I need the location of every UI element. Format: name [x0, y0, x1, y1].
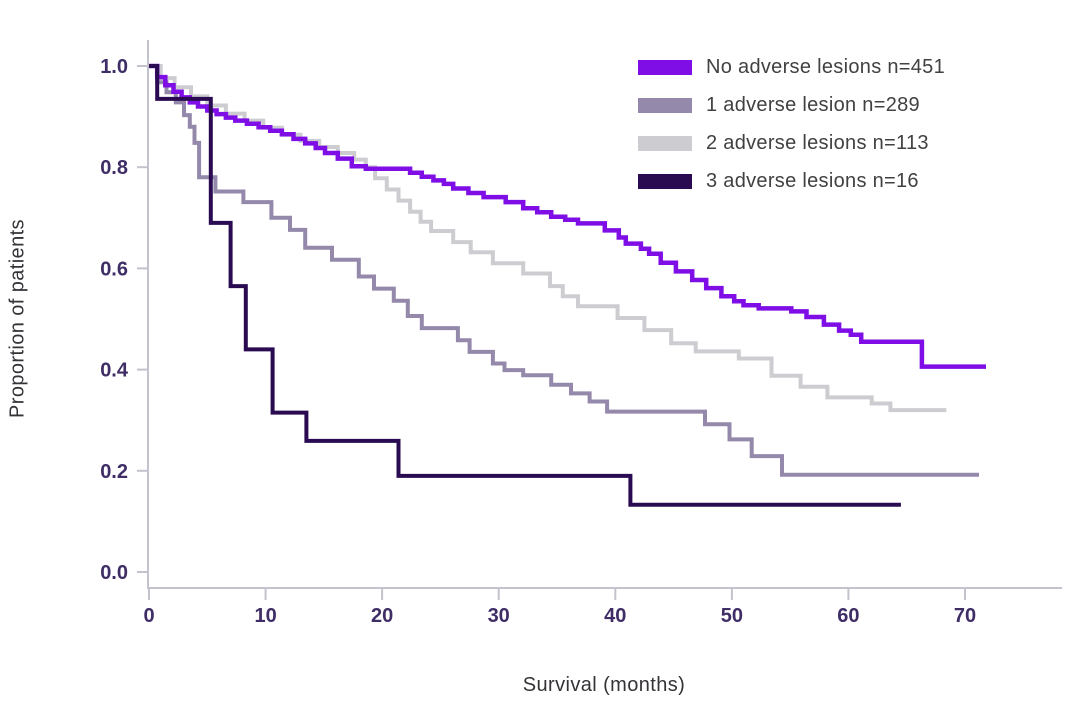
y-tick-label: 1.0 — [100, 56, 128, 78]
legend-label-two-adverse-lesions: 2 adverse lesions n=113 — [706, 132, 929, 154]
legend: No adverse lesions n=451 1 adverse lesio… — [638, 56, 945, 212]
legend-row-one-adverse-lesion: 1 adverse lesion n=289 — [638, 94, 945, 116]
x-tick-label: 60 — [837, 605, 859, 627]
legend-swatch-three-adverse-lesions — [638, 174, 692, 189]
series-line-one-adverse-lesion — [149, 64, 979, 477]
legend-swatch-one-adverse-lesion — [638, 98, 692, 113]
y-tick-label: 0.0 — [100, 562, 128, 584]
x-tick-label: 20 — [371, 605, 393, 627]
x-tick-label: 40 — [604, 605, 626, 627]
y-tick-label: 0.4 — [100, 360, 129, 382]
series-line-no-adverse-lesions — [149, 63, 986, 369]
legend-label-no-adverse-lesions: No adverse lesions n=451 — [706, 56, 946, 78]
y-tick-label: 0.2 — [100, 461, 128, 483]
x-tick-label: 0 — [143, 605, 154, 627]
x-axis-title: Survival (months) — [522, 674, 686, 696]
series-line-three-adverse-lesions — [149, 64, 901, 507]
y-axis-title: Proportion of patients — [6, 219, 29, 418]
legend-row-three-adverse-lesions: 3 adverse lesions n=16 — [638, 170, 945, 192]
x-tick-label: 50 — [721, 605, 743, 627]
x-tick-label: 30 — [488, 605, 510, 627]
x-tick-label: 70 — [954, 605, 976, 627]
legend-label-one-adverse-lesion: 1 adverse lesion n=289 — [706, 94, 920, 116]
legend-swatch-no-adverse-lesions — [638, 60, 692, 75]
y-tick-label: 0.6 — [100, 258, 128, 280]
legend-label-three-adverse-lesions: 3 adverse lesions n=16 — [706, 170, 919, 192]
legend-row-no-adverse-lesions: No adverse lesions n=451 — [638, 56, 945, 78]
legend-row-two-adverse-lesions: 2 adverse lesions n=113 — [638, 132, 945, 154]
y-tick-label: 0.8 — [100, 157, 128, 179]
x-tick-label: 10 — [254, 605, 276, 627]
axes — [147, 40, 1062, 589]
legend-swatch-two-adverse-lesions — [638, 136, 692, 151]
tick-labels: 0.0 0.2 0.4 0.6 0.8 1.0 0 10 20 30 40 50 60 70 — [100, 56, 976, 627]
tick-marks — [137, 65, 966, 600]
series-lines — [149, 63, 986, 507]
